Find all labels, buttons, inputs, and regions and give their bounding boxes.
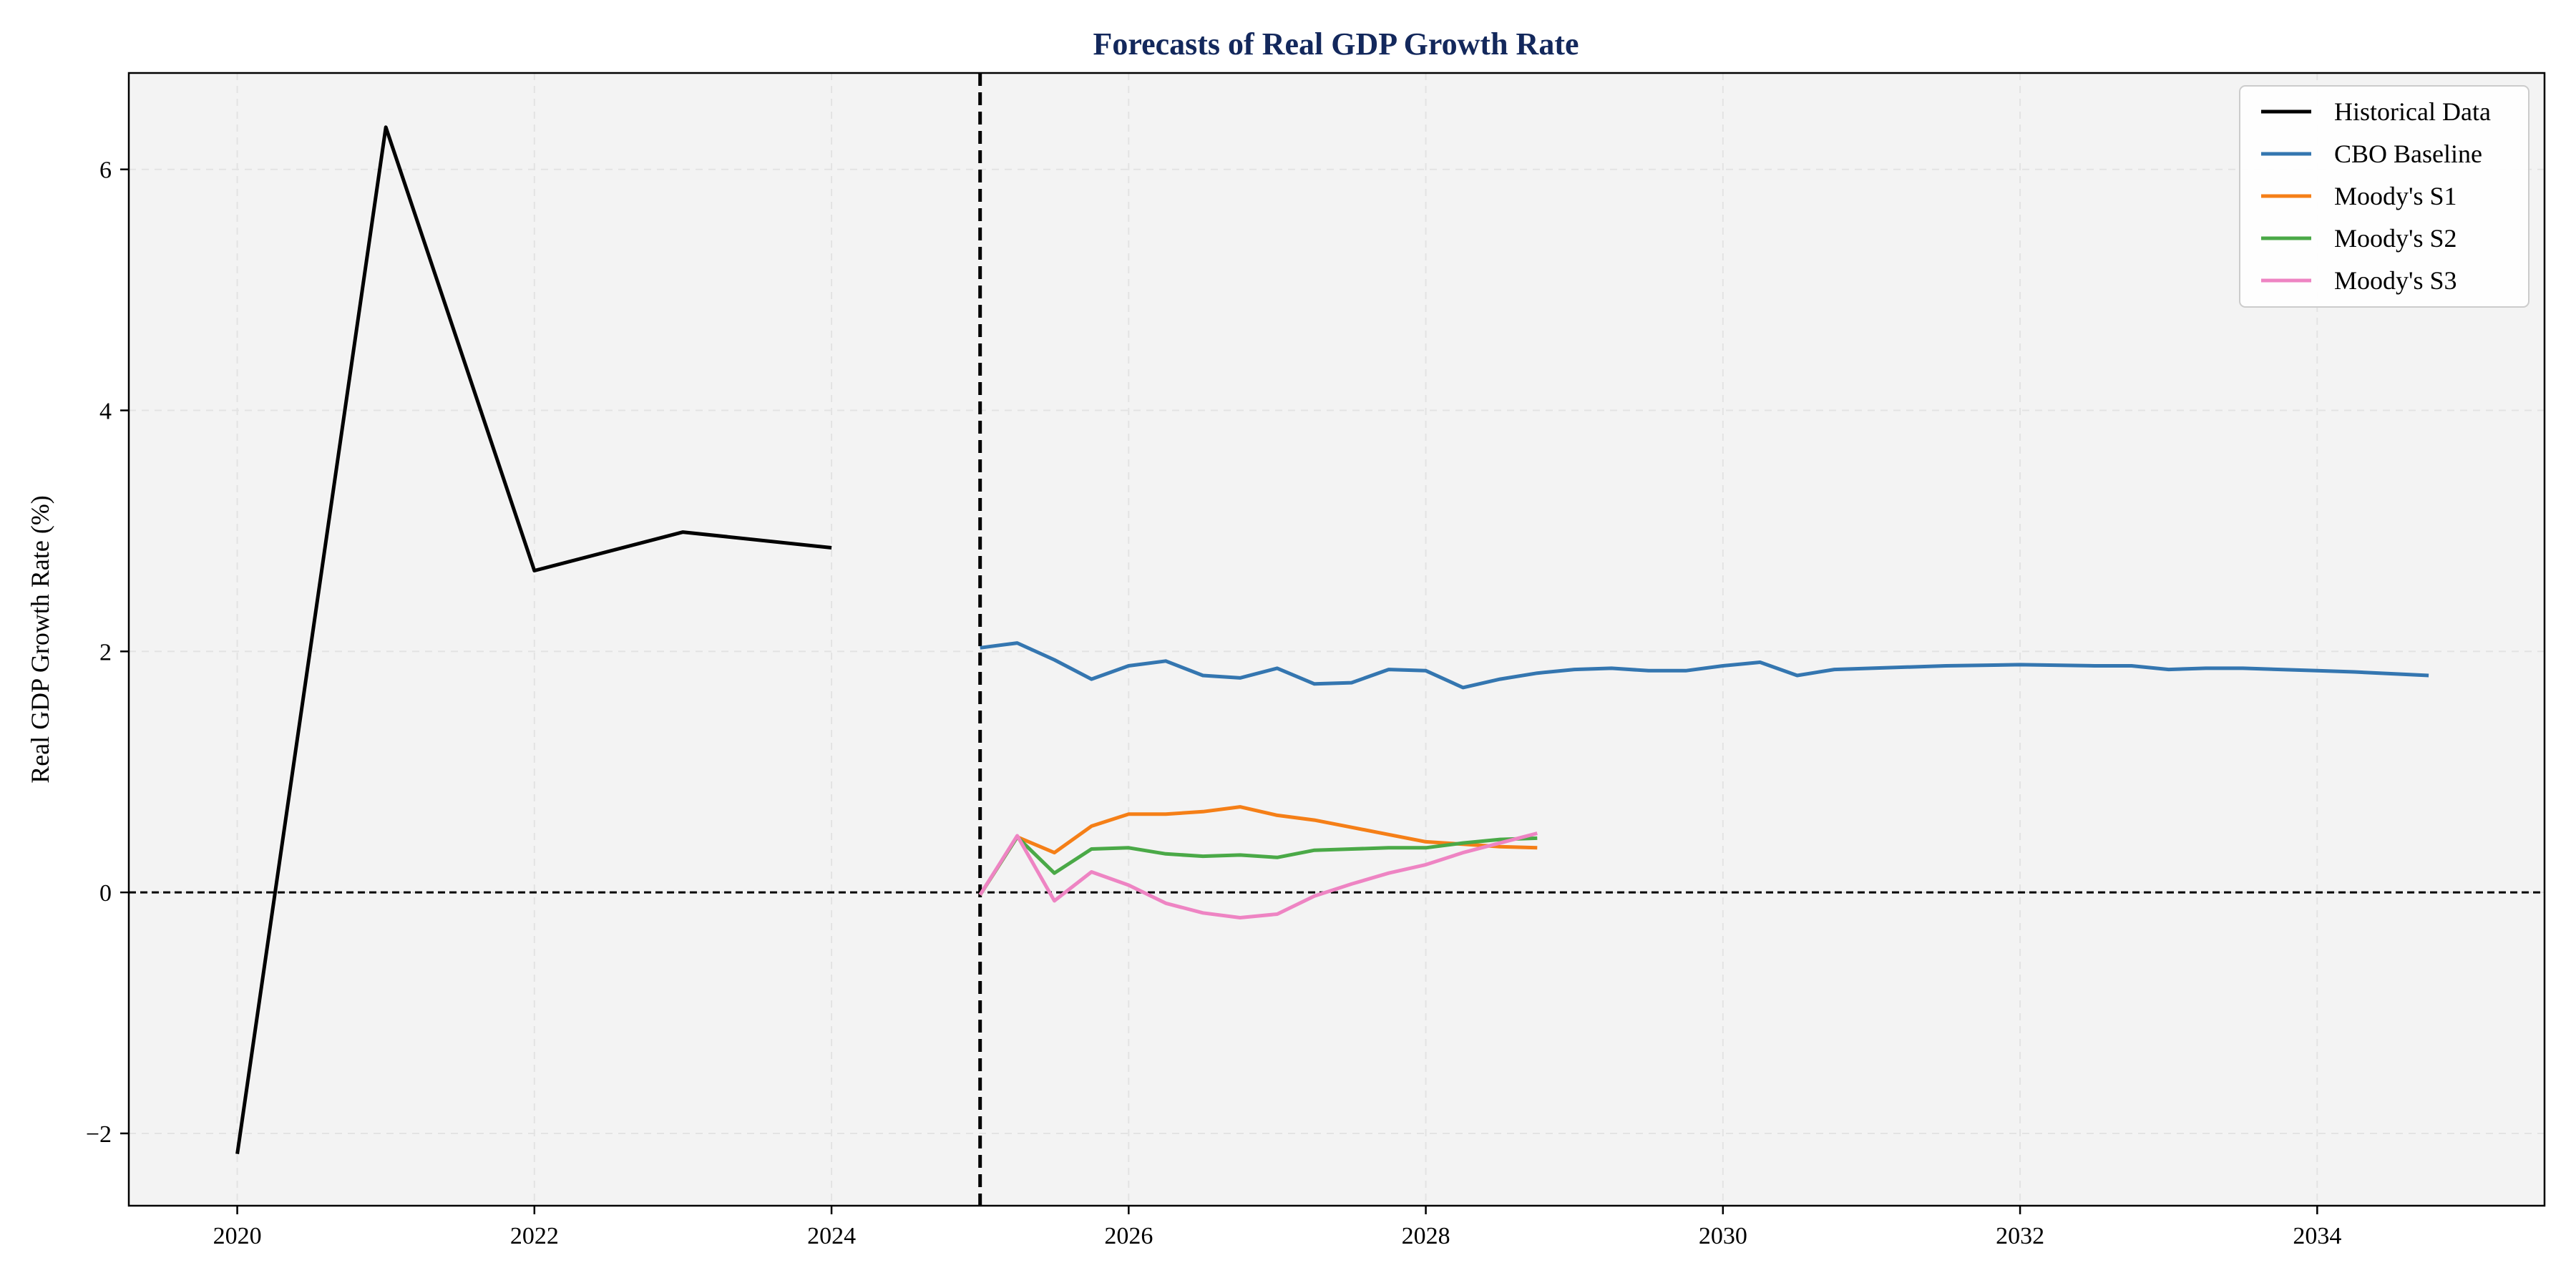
chart-title: Forecasts of Real GDP Growth Rate	[1093, 26, 1579, 62]
y-tick-label: 0	[99, 880, 112, 907]
legend: Historical Data CBO Baseline Moody's S1 Moo…	[2239, 85, 2529, 308]
legend-label: Moody's S1	[2334, 182, 2457, 210]
x-tick-label: 2034	[2293, 1223, 2341, 1249]
legend-label: Moody's S2	[2334, 224, 2457, 253]
y-tick-label: −2	[86, 1121, 112, 1148]
x-tick-label: 2028	[1402, 1223, 1450, 1249]
series-line	[978, 835, 1538, 896]
series-line	[235, 125, 832, 1154]
y-tick-label: 4	[99, 399, 112, 425]
plot-frame	[127, 72, 2546, 1207]
x-tick-label: 2032	[1996, 1223, 2044, 1249]
x-tick-label: 2022	[510, 1223, 559, 1249]
x-tick-label: 2024	[807, 1223, 856, 1249]
y-axis-label: Real GDP Growth Rate (%)	[26, 495, 54, 784]
series-line	[980, 641, 2429, 690]
series-line	[978, 805, 1538, 896]
x-axis-ticks: 2020 2022 2024 2026 2028 2030 2032 2034	[213, 1206, 2341, 1249]
legend-label: Moody's S3	[2334, 266, 2457, 295]
legend-box	[2239, 85, 2529, 308]
legend-label: CBO Baseline	[2334, 140, 2482, 168]
reference-lines	[129, 73, 2545, 1206]
x-tick-label: 2020	[213, 1223, 262, 1249]
legend-label: Historical Data	[2334, 97, 2491, 126]
y-tick-label: 6	[99, 157, 112, 184]
x-tick-label: 2030	[1699, 1223, 1747, 1249]
y-axis-ticks: −2 0 2 4 6	[86, 157, 129, 1148]
series-lines	[235, 125, 2429, 1154]
x-tick-label: 2026	[1104, 1223, 1153, 1249]
y-tick-label: 2	[99, 639, 112, 665]
plot-area	[129, 73, 2545, 1206]
series-line	[978, 831, 1538, 919]
